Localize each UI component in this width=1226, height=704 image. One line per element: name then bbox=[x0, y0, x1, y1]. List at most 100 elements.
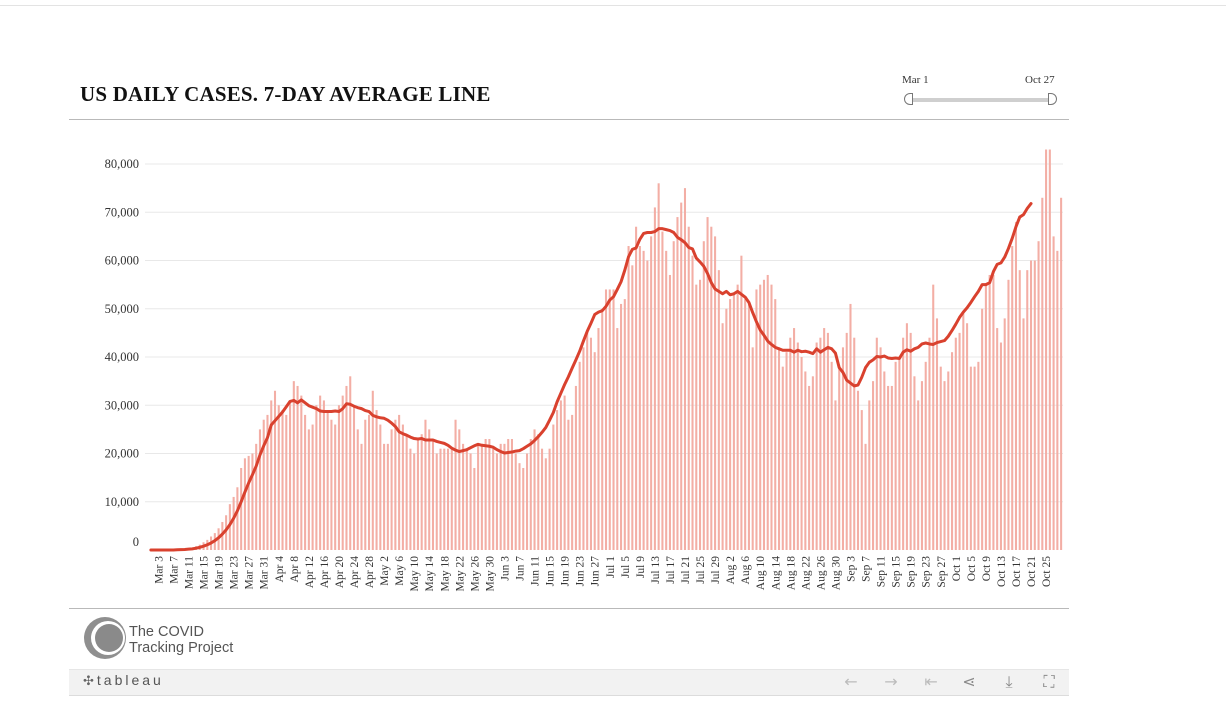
revert-button[interactable]: ⇤ bbox=[917, 671, 945, 693]
daily-case-bar bbox=[326, 410, 329, 550]
daily-case-bar bbox=[582, 347, 585, 550]
daily-case-bar bbox=[665, 250, 668, 550]
daily-case-bar bbox=[232, 496, 235, 550]
daily-case-bar bbox=[755, 289, 758, 550]
daily-case-bar bbox=[258, 429, 261, 551]
daily-case-bar bbox=[958, 332, 961, 551]
daily-case-bar bbox=[838, 366, 841, 550]
daily-case-bar bbox=[428, 429, 431, 551]
undo-button[interactable]: ← bbox=[837, 671, 865, 693]
daily-case-bar bbox=[875, 337, 878, 550]
x-tick-label: Sep 27 bbox=[936, 556, 948, 588]
daily-case-bar bbox=[379, 424, 382, 550]
slider-end-handle[interactable] bbox=[1048, 93, 1057, 105]
daily-case-bar bbox=[541, 448, 544, 550]
redo-button[interactable]: → bbox=[877, 671, 905, 693]
x-tick-label: Aug 14 bbox=[770, 556, 782, 590]
daily-case-bar bbox=[845, 332, 848, 551]
daily-case-bar bbox=[943, 381, 946, 551]
x-tick-label: May 26 bbox=[469, 556, 481, 592]
daily-case-bar bbox=[1007, 279, 1010, 550]
x-tick-label: Apr 20 bbox=[334, 556, 346, 589]
fullscreen-button[interactable]: ⛶ bbox=[1035, 671, 1063, 693]
y-tick-label: 60,000 bbox=[105, 254, 139, 268]
daily-case-bar bbox=[1056, 250, 1059, 550]
daily-case-bar bbox=[510, 439, 513, 550]
daily-case-bar bbox=[920, 381, 923, 551]
daily-case-bar bbox=[311, 424, 314, 550]
y-tick-label: 80,000 bbox=[105, 157, 139, 171]
daily-case-bar bbox=[586, 332, 589, 551]
daily-case-bar bbox=[341, 395, 344, 550]
daily-case-bar bbox=[841, 347, 844, 550]
x-tick-label: Apr 24 bbox=[349, 556, 361, 589]
daily-case-bar bbox=[796, 342, 799, 550]
daily-case-bar bbox=[1041, 197, 1044, 550]
download-icon: ⤓ bbox=[1005, 672, 1013, 691]
daily-case-bar bbox=[375, 410, 378, 550]
daily-case-bar bbox=[981, 308, 984, 550]
covid-tracking-logo[interactable]: The COVID Tracking Project bbox=[84, 617, 284, 665]
daily-case-bar bbox=[740, 255, 743, 550]
x-tick-label: Jul 1 bbox=[605, 556, 617, 578]
daily-case-bar bbox=[225, 515, 228, 550]
x-tick-label: Sep 23 bbox=[921, 556, 933, 588]
x-tick-label: Aug 10 bbox=[755, 556, 767, 590]
x-tick-label: Jun 19 bbox=[560, 556, 572, 587]
x-tick-label: Jun 11 bbox=[530, 556, 542, 586]
daily-case-bar bbox=[383, 443, 386, 550]
daily-case-bar bbox=[747, 303, 750, 550]
daily-case-bar bbox=[789, 337, 792, 550]
daily-case-bar bbox=[856, 390, 860, 550]
daily-case-bar bbox=[499, 443, 502, 550]
share-button[interactable]: ⋖ bbox=[955, 671, 983, 693]
daily-case-bar bbox=[371, 390, 374, 550]
x-tick-label: Apr 28 bbox=[364, 556, 376, 589]
daily-case-bar bbox=[988, 274, 991, 550]
date-range-slider[interactable]: Mar 1 Oct 27 bbox=[900, 72, 1060, 112]
slider-end-label: Oct 27 bbox=[1025, 74, 1055, 86]
daily-case-bar bbox=[868, 400, 871, 550]
x-tick-label: Jul 25 bbox=[695, 556, 707, 584]
x-tick-label: Mar 23 bbox=[229, 556, 241, 590]
daily-case-bar bbox=[928, 337, 931, 550]
x-tick-label: Jul 13 bbox=[650, 556, 662, 584]
daily-case-bar bbox=[887, 385, 890, 550]
daily-case-bar bbox=[401, 424, 404, 550]
y-tick-label: 30,000 bbox=[105, 398, 139, 412]
daily-case-bar bbox=[706, 217, 709, 550]
slider-track[interactable] bbox=[908, 98, 1056, 102]
daily-cases-chart[interactable]: 0 10,000 20,000 30,000 40,000 50,000 60,000 70,… bbox=[69, 120, 1069, 607]
daily-case-bar bbox=[484, 439, 487, 550]
daily-case-bar bbox=[529, 439, 532, 550]
daily-case-bar bbox=[597, 328, 600, 550]
download-button[interactable]: ⤓ bbox=[995, 671, 1023, 693]
daily-case-bar bbox=[905, 323, 908, 550]
daily-case-bar bbox=[431, 439, 435, 550]
daily-case-bar bbox=[307, 429, 310, 551]
x-tick-label: Jul 5 bbox=[620, 556, 632, 578]
daily-case-bar bbox=[793, 328, 796, 550]
daily-case-bar bbox=[819, 337, 822, 550]
tableau-brand: tableau bbox=[96, 672, 164, 688]
daily-case-bar bbox=[777, 347, 781, 550]
daily-case-bar bbox=[830, 361, 833, 550]
daily-case-bar bbox=[574, 385, 577, 550]
x-tick-label: May 18 bbox=[439, 556, 451, 592]
daily-case-bar bbox=[601, 308, 604, 550]
x-tick-label: Jul 9 bbox=[635, 556, 647, 578]
daily-case-bar bbox=[296, 385, 299, 550]
daily-case-bar bbox=[345, 385, 348, 550]
daily-case-bar bbox=[872, 381, 875, 551]
daily-case-bar bbox=[439, 448, 442, 550]
daily-case-bar bbox=[653, 207, 656, 550]
daily-case-bar bbox=[322, 400, 325, 550]
daily-case-bar bbox=[695, 284, 698, 551]
daily-case-bar bbox=[537, 434, 540, 550]
daily-case-bar bbox=[495, 453, 498, 550]
tableau-logo[interactable]: ✣ tableau bbox=[83, 672, 164, 689]
daily-case-bar bbox=[458, 429, 461, 551]
slider-start-handle[interactable] bbox=[904, 93, 913, 105]
x-tick-label: Oct 5 bbox=[966, 556, 978, 581]
y-tick-label: 0 bbox=[133, 535, 139, 549]
